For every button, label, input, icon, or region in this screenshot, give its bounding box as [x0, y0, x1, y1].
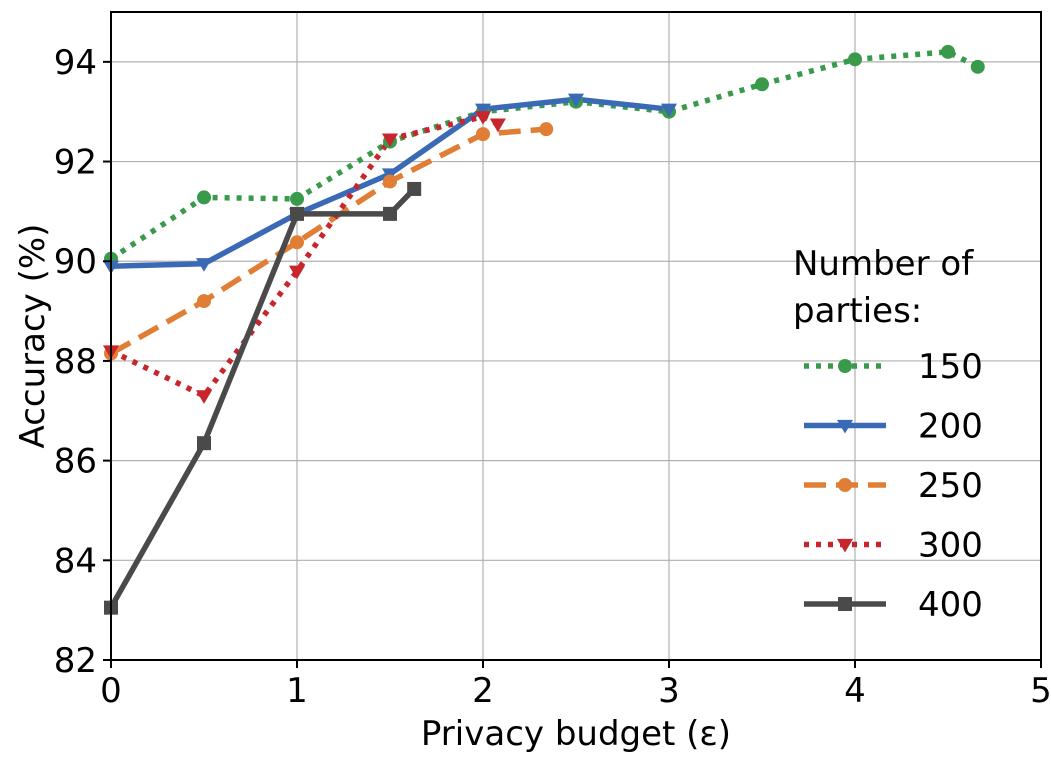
x-tick-label: 0: [100, 671, 122, 711]
data-point-250: [476, 127, 490, 142]
legend-label-250: 250: [918, 466, 983, 506]
data-point-200: [474, 103, 492, 118]
legend-items: 150 200 250 300 400: [804, 347, 983, 625]
y-axis-ticks: 82 84 86 88 90 92 94: [54, 43, 111, 681]
series-markers: [102, 44, 985, 615]
legend-marker-150: [838, 359, 852, 373]
series-line-400: [108, 187, 417, 610]
data-point-150: [755, 77, 769, 92]
data-point-200: [660, 103, 678, 118]
legend-marker-300: [836, 538, 854, 553]
series-line-250: [109, 126, 547, 356]
data-point-250: [197, 294, 211, 309]
data-point-300: [288, 265, 306, 280]
data-point-400: [383, 206, 397, 221]
legend-title-line-1: Number of: [793, 244, 974, 284]
legend-label-150: 150: [918, 347, 983, 387]
legend: Number of parties: 150 200 250 300 400: [793, 244, 983, 625]
data-point-400: [197, 436, 211, 451]
data-point-200: [195, 258, 213, 272]
x-tick-label: 2: [472, 671, 494, 711]
legend-label-400: 400: [918, 585, 983, 625]
x-axis-ticks: 0 1 2 3 4 5: [100, 660, 1051, 711]
legend-marker-200: [836, 419, 854, 434]
x-tick-label: 1: [286, 671, 308, 711]
y-tick-label: 82: [54, 641, 97, 681]
data-point-200: [567, 93, 585, 108]
data-point-150: [290, 191, 304, 206]
series-line-150: [109, 49, 979, 262]
data-point-300: [381, 133, 399, 148]
legend-marker-250: [838, 478, 852, 492]
data-point-150: [970, 59, 985, 74]
x-axis-label: Privacy budget (ε): [421, 714, 731, 754]
y-tick-label: 90: [54, 242, 97, 282]
y-axis-label: Accuracy (%): [13, 224, 53, 449]
data-point-150: [848, 52, 862, 67]
legend-title-line-2: parties:: [793, 291, 922, 331]
x-tick-label: 5: [1030, 671, 1051, 711]
y-tick-label: 94: [54, 43, 97, 83]
data-point-300: [195, 390, 213, 404]
data-point-300: [474, 111, 492, 125]
data-point-250: [383, 174, 397, 189]
data-point-300: [489, 118, 506, 133]
legend-label-200: 200: [918, 407, 983, 447]
x-tick-label: 3: [658, 671, 680, 711]
legend-marker-400: [838, 597, 852, 611]
data-point-250: [290, 235, 304, 250]
y-tick-label: 92: [54, 143, 97, 183]
grid: [110, 12, 1042, 661]
data-point-400: [290, 206, 304, 221]
data-point-150: [197, 190, 211, 205]
plot-frame: [110, 11, 1042, 661]
data-point-250: [539, 122, 554, 137]
data-point-400: [407, 181, 422, 196]
y-tick-label: 84: [54, 541, 97, 581]
series-line-300: [109, 113, 500, 399]
y-tick-label: 86: [54, 442, 97, 482]
y-tick-label: 88: [54, 342, 97, 382]
legend-label-300: 300: [918, 526, 983, 566]
data-point-150: [941, 44, 955, 59]
x-tick-label: 4: [844, 671, 866, 711]
